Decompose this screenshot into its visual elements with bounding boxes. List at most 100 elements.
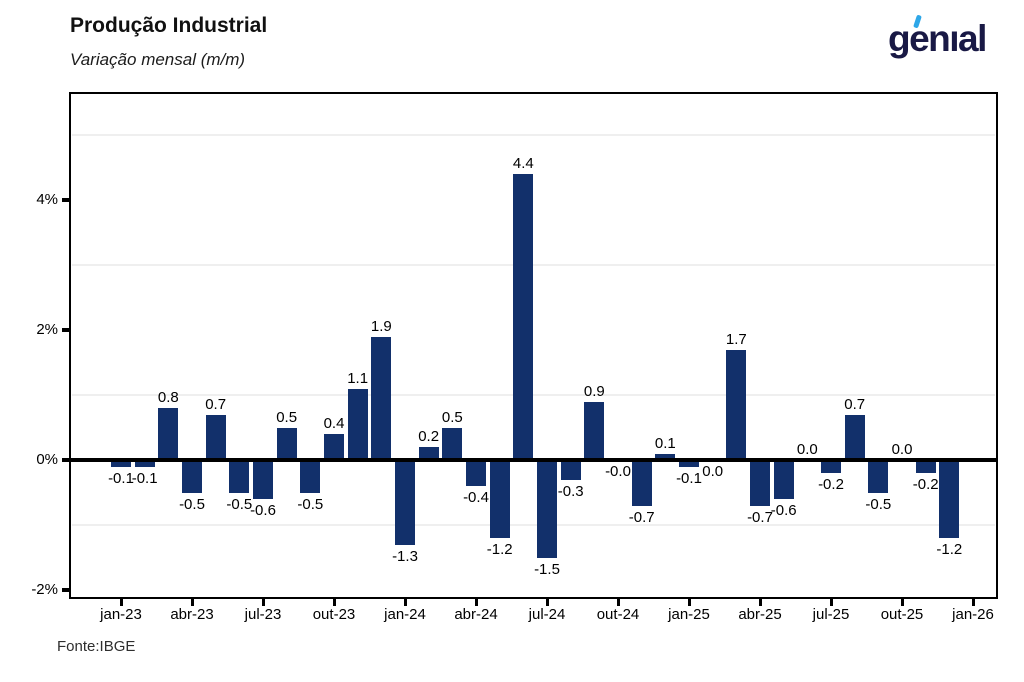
- bar: [513, 174, 534, 460]
- bar: [844, 414, 865, 460]
- bar: [371, 336, 392, 460]
- bar-value-label: -0.6: [250, 502, 276, 519]
- bar: [939, 460, 960, 538]
- bar-value-label: -0.1: [131, 469, 158, 487]
- x-tick-mark: [119, 598, 123, 606]
- bar: [466, 460, 486, 486]
- bar-value-label: -0.5: [297, 495, 324, 513]
- bar: [324, 434, 344, 460]
- bar-value-label: 0.2: [418, 428, 440, 445]
- x-tick-label: jan-23: [100, 606, 142, 623]
- bar-value-label: 0.0: [796, 441, 818, 458]
- bar-value-label: 0.0: [891, 441, 913, 458]
- bar-value-label: 0.7: [844, 395, 866, 413]
- bar-value-label: -0.1: [108, 469, 134, 487]
- bar-value-label: -0.3: [557, 482, 584, 500]
- bar-value-label: 0.9: [583, 382, 605, 400]
- x-tick-label: jul-24: [528, 606, 566, 623]
- bar: [253, 460, 273, 499]
- bar-value-label: -0.5: [865, 495, 892, 513]
- x-tick-label: jul-23: [244, 606, 282, 623]
- y-tick-label: -2%: [31, 581, 58, 598]
- y-tick-mark: [62, 458, 70, 462]
- bar-value-label: -0.6: [770, 502, 797, 519]
- y-tick-mark: [62, 198, 70, 202]
- bar-value-label: -1.2: [936, 541, 963, 558]
- x-tick-mark: [545, 598, 549, 606]
- x-tick-mark: [403, 598, 407, 606]
- bar-value-label: 0.4: [323, 415, 345, 432]
- x-tick-mark: [332, 598, 336, 606]
- genial-logo: genıal: [888, 12, 1018, 68]
- bar: [442, 427, 463, 460]
- y-tick-label: 4%: [36, 191, 58, 208]
- bar: [915, 460, 936, 473]
- plot-frame: [69, 92, 998, 599]
- bar-value-label: -0.7: [747, 508, 773, 526]
- bar: [489, 460, 510, 538]
- bar-value-label: -0.2: [912, 476, 939, 493]
- x-tick-mark: [474, 598, 478, 606]
- x-tick-mark: [261, 598, 265, 606]
- x-tick-mark: [687, 598, 691, 606]
- x-tick-label: out-23: [312, 606, 356, 623]
- bar-value-label: -0.5: [226, 495, 253, 513]
- bar: [631, 460, 652, 506]
- y-tick-mark: [62, 588, 70, 592]
- bar-value-label: 1.9: [370, 317, 392, 335]
- bar-value-label: 0.0: [702, 463, 724, 480]
- x-tick-mark: [829, 598, 833, 606]
- bar-value-label: 1.7: [725, 330, 747, 348]
- bar: [560, 460, 581, 480]
- bar: [726, 349, 747, 460]
- bar-value-label: 0.7: [205, 395, 227, 413]
- source-note: Fonte:IBGE: [57, 638, 136, 655]
- gridline: [72, 264, 995, 266]
- bar: [395, 460, 415, 545]
- x-tick-label: jul-25: [812, 606, 850, 623]
- x-tick-label: jan-24: [384, 606, 426, 623]
- x-tick-label: out-24: [596, 606, 640, 623]
- bar-value-label: -0.2: [818, 476, 844, 493]
- x-tick-mark: [758, 598, 762, 606]
- bar-value-label: 1.1: [347, 369, 369, 387]
- bar: [134, 460, 155, 467]
- bar-value-label: 0.8: [157, 389, 179, 406]
- bar-value-label: -0.1: [676, 469, 702, 487]
- bar: [300, 460, 321, 493]
- x-tick-label: jan-26: [952, 606, 994, 623]
- bar-value-label: 0.1: [654, 434, 676, 452]
- gridline: [72, 394, 995, 396]
- bar: [655, 453, 676, 460]
- x-tick-label: abr-23: [170, 606, 214, 623]
- page-title: Produção Industrial: [70, 14, 268, 37]
- x-tick-mark: [190, 598, 194, 606]
- bar: [205, 414, 226, 460]
- bar-value-label: -0.0: [605, 463, 631, 480]
- bar: [347, 388, 368, 460]
- bar: [182, 460, 202, 493]
- bar: [418, 447, 439, 460]
- bar: [821, 460, 841, 473]
- bar: [584, 401, 605, 460]
- bar: [111, 460, 131, 467]
- x-tick-mark: [616, 598, 620, 606]
- bar: [679, 460, 699, 467]
- x-tick-label: abr-24: [454, 606, 498, 623]
- bar-value-label: -0.5: [179, 495, 205, 513]
- bar: [868, 460, 889, 493]
- y-tick-label: 0%: [36, 451, 58, 468]
- logo-wordmark: genıal: [888, 18, 987, 59]
- x-tick-mark: [971, 598, 975, 606]
- bar-value-label: -1.3: [392, 547, 418, 565]
- bar-value-label: 0.5: [441, 408, 463, 426]
- bar-value-label: -0.7: [628, 508, 655, 526]
- x-tick-label: jan-25: [668, 606, 710, 623]
- gridline: [72, 134, 995, 136]
- bar: [537, 460, 557, 558]
- page-subtitle: Variação mensal (m/m): [70, 50, 246, 69]
- bar: [229, 460, 250, 493]
- bar: [773, 460, 794, 499]
- bar-value-label: -0.4: [463, 489, 489, 506]
